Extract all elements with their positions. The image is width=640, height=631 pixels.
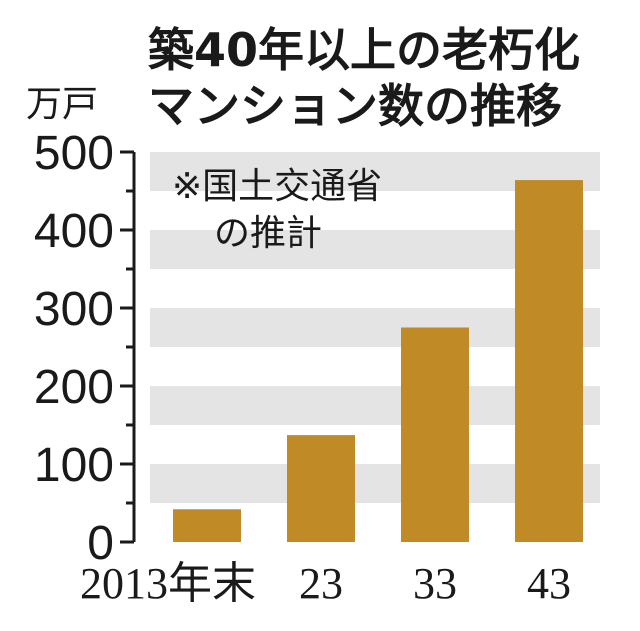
bar-0 xyxy=(173,509,241,542)
bar-1 xyxy=(287,435,355,542)
source-note-line-1: ※国土交通省 xyxy=(172,166,382,207)
x-tick-label: 2013年末 xyxy=(80,559,256,608)
y-tick-label: 0 xyxy=(87,517,114,570)
x-tick-label: 43 xyxy=(527,559,571,608)
chart-title-line-2: マンション数の推移 xyxy=(148,79,562,133)
y-axis-ticks: 0 100 200 300 400 500 xyxy=(34,127,136,570)
source-note-line-2: の推計 xyxy=(214,213,322,254)
bars xyxy=(173,180,583,542)
y-tick-label: 500 xyxy=(34,127,114,180)
y-tick-label: 400 xyxy=(34,205,114,258)
y-tick-label: 100 xyxy=(34,439,114,492)
bar-2 xyxy=(401,327,469,542)
y-tick-label: 300 xyxy=(34,283,114,336)
y-tick-label: 200 xyxy=(34,361,114,414)
x-axis-ticks: 2013年末 23 33 43 xyxy=(80,559,571,608)
bar-3 xyxy=(515,180,583,542)
x-tick-label: 23 xyxy=(299,559,343,608)
y-axis-unit-label: 万戸 xyxy=(26,84,98,125)
x-tick-label: 33 xyxy=(413,559,457,608)
chart-title-line-1: 築40年以上の老朽化 xyxy=(148,23,580,77)
